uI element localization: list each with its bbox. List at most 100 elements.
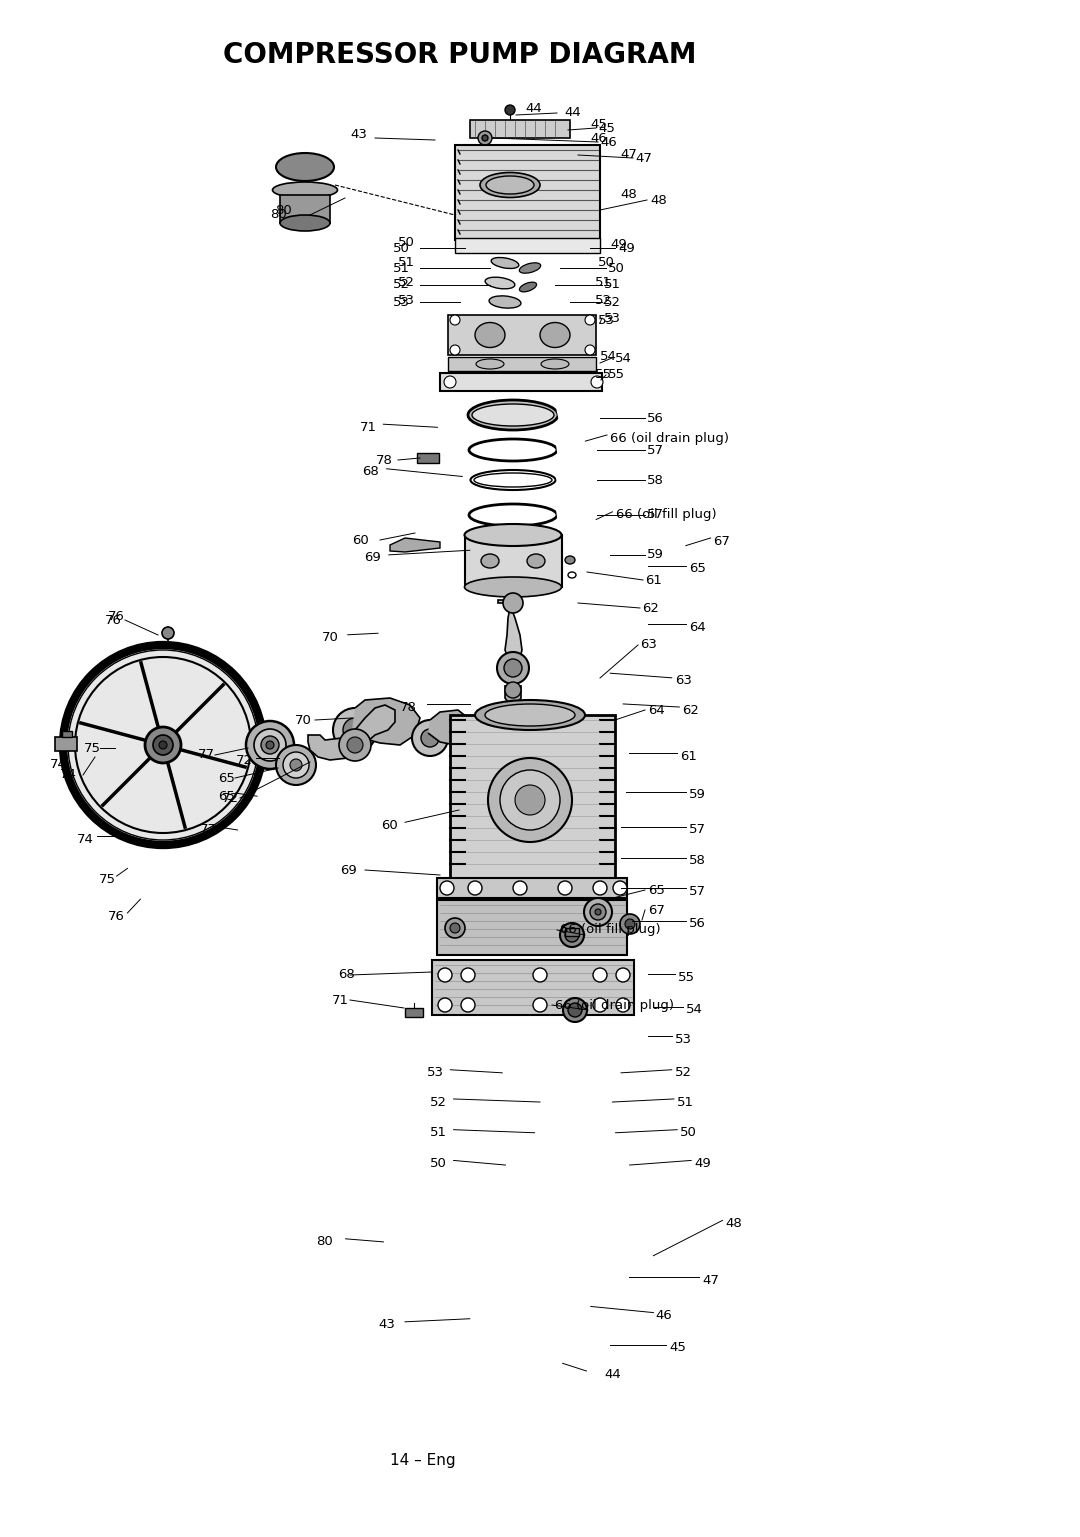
- Bar: [455, 144, 600, 240]
- Text: 66 (oil fill plug): 66 (oil fill plug): [616, 509, 716, 521]
- Text: 66 (oil drain plug): 66 (oil drain plug): [555, 999, 674, 1011]
- Circle shape: [563, 998, 588, 1022]
- Bar: [470, 120, 570, 138]
- Circle shape: [567, 151, 577, 160]
- Text: 46: 46: [656, 1310, 673, 1322]
- Text: 65: 65: [218, 790, 235, 802]
- Text: 53: 53: [598, 314, 615, 326]
- Circle shape: [261, 736, 279, 755]
- Circle shape: [254, 729, 286, 761]
- Circle shape: [591, 377, 603, 387]
- Text: 50: 50: [608, 261, 625, 275]
- Text: 44: 44: [564, 106, 581, 120]
- Circle shape: [584, 898, 612, 925]
- Text: 65: 65: [648, 884, 665, 896]
- Ellipse shape: [480, 172, 540, 197]
- Text: 45: 45: [590, 118, 607, 132]
- Bar: [450, 715, 615, 881]
- Text: 76: 76: [108, 910, 125, 922]
- Bar: [432, 961, 634, 1014]
- Text: 47: 47: [620, 149, 637, 161]
- Text: 74: 74: [60, 768, 77, 781]
- Ellipse shape: [464, 576, 562, 596]
- Text: 57: 57: [689, 824, 706, 836]
- Circle shape: [482, 135, 488, 141]
- Circle shape: [613, 881, 627, 895]
- Bar: [417, 453, 438, 463]
- Text: 43: 43: [378, 1319, 395, 1331]
- Circle shape: [561, 924, 584, 947]
- Text: 72: 72: [235, 755, 253, 767]
- Ellipse shape: [565, 556, 575, 564]
- Circle shape: [534, 998, 546, 1011]
- Bar: [55, 738, 77, 752]
- Text: 48: 48: [620, 189, 637, 201]
- Circle shape: [616, 968, 630, 982]
- Text: 65: 65: [689, 563, 706, 575]
- Text: 52: 52: [675, 1067, 692, 1079]
- Circle shape: [246, 721, 294, 768]
- Text: 74: 74: [50, 758, 67, 772]
- Text: 78: 78: [376, 453, 393, 467]
- Text: 55: 55: [595, 369, 612, 381]
- Bar: [465, 535, 562, 587]
- Text: 60: 60: [381, 819, 399, 832]
- Circle shape: [68, 650, 258, 841]
- Circle shape: [565, 928, 579, 942]
- Text: 75: 75: [84, 741, 102, 755]
- Text: 51: 51: [604, 278, 621, 292]
- Text: 59: 59: [689, 788, 706, 801]
- Ellipse shape: [540, 323, 570, 347]
- Text: 76: 76: [105, 613, 122, 627]
- Ellipse shape: [485, 704, 575, 725]
- Text: 50: 50: [680, 1127, 698, 1139]
- Text: 14 – Eng: 14 – Eng: [390, 1452, 456, 1468]
- Circle shape: [585, 315, 595, 324]
- Text: 70: 70: [322, 632, 339, 644]
- Text: 80: 80: [316, 1236, 334, 1248]
- Text: 55: 55: [678, 971, 696, 984]
- Ellipse shape: [464, 524, 562, 546]
- Text: 74: 74: [77, 833, 94, 845]
- Ellipse shape: [468, 400, 558, 430]
- Text: 52: 52: [595, 294, 612, 306]
- Polygon shape: [352, 698, 420, 745]
- Ellipse shape: [519, 283, 537, 292]
- Circle shape: [283, 752, 309, 778]
- Text: 69: 69: [340, 864, 356, 876]
- Ellipse shape: [476, 360, 504, 369]
- Text: 68: 68: [362, 466, 379, 478]
- Circle shape: [620, 915, 640, 934]
- Text: 62: 62: [683, 704, 700, 716]
- Text: 57: 57: [647, 444, 664, 456]
- Text: 69: 69: [364, 552, 381, 564]
- Ellipse shape: [491, 258, 518, 269]
- Circle shape: [468, 881, 482, 895]
- Circle shape: [421, 729, 438, 747]
- Bar: [448, 357, 596, 370]
- Text: 51: 51: [430, 1127, 447, 1139]
- Ellipse shape: [481, 553, 499, 569]
- Text: 48: 48: [726, 1217, 743, 1230]
- Circle shape: [584, 238, 596, 251]
- Text: 54: 54: [615, 352, 632, 364]
- Text: 63: 63: [640, 638, 657, 652]
- Text: 51: 51: [677, 1096, 694, 1108]
- Circle shape: [593, 998, 607, 1011]
- Text: 44: 44: [525, 101, 542, 114]
- Circle shape: [585, 344, 595, 355]
- Circle shape: [266, 741, 274, 749]
- Bar: [565, 928, 579, 936]
- Bar: [280, 195, 330, 223]
- Text: 55: 55: [608, 369, 625, 381]
- Circle shape: [438, 998, 453, 1011]
- Bar: [405, 1008, 423, 1017]
- Text: 60: 60: [352, 533, 368, 547]
- Text: 66 (oil fill plug): 66 (oil fill plug): [561, 924, 661, 936]
- Text: 47: 47: [635, 152, 652, 164]
- Text: 64: 64: [648, 704, 665, 716]
- Ellipse shape: [272, 181, 337, 198]
- Ellipse shape: [541, 360, 569, 369]
- Circle shape: [595, 908, 600, 915]
- Text: 49: 49: [618, 241, 635, 255]
